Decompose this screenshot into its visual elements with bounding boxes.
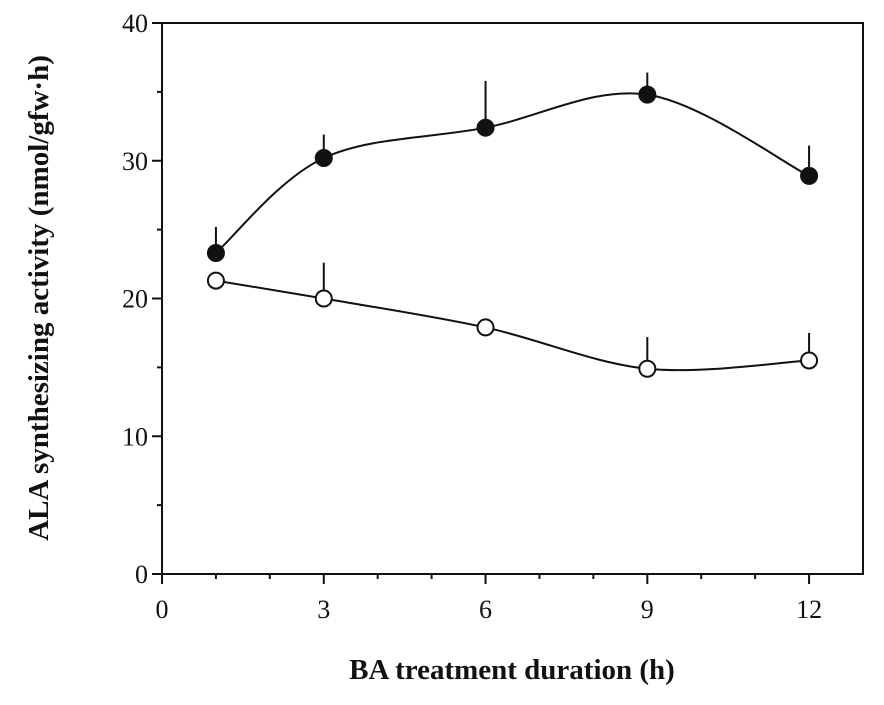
series-1 — [206, 72, 819, 263]
series-2 — [206, 262, 819, 378]
y-tick-label: 20 — [122, 285, 148, 314]
x-tick-label: 3 — [317, 595, 330, 624]
data-point-filled — [314, 148, 333, 167]
y-tick-label: 40 — [122, 9, 148, 38]
series-line — [215, 279, 810, 372]
data-point-open — [206, 271, 225, 290]
data-point-filled — [638, 85, 657, 104]
x-tick-label: 6 — [479, 595, 492, 624]
x-tick-label: 9 — [641, 595, 654, 624]
x-axis-title: BA treatment duration (h) — [349, 654, 675, 686]
data-point-open — [314, 289, 333, 308]
y-tick-label: 30 — [122, 147, 148, 176]
data-point-open — [638, 359, 657, 378]
data-point-filled — [476, 118, 495, 137]
data-point-filled — [800, 166, 819, 185]
data-point-open — [476, 318, 495, 337]
data-point-open — [800, 351, 819, 370]
y-tick-label: 0 — [135, 560, 148, 589]
x-tick-label: 12 — [796, 595, 822, 624]
y-tick-label: 10 — [122, 422, 148, 451]
data-point-filled — [206, 244, 225, 263]
plot-frame — [161, 22, 864, 575]
y-axis-title: ALA synthesizing activity (nmol/gfw·h) — [23, 55, 55, 541]
series-layer — [206, 72, 819, 378]
x-tick-label: 0 — [156, 595, 169, 624]
series-line — [215, 92, 810, 254]
axis-ticks: 0 10 20 30 40 0 3 6 9 12 — [122, 9, 822, 624]
